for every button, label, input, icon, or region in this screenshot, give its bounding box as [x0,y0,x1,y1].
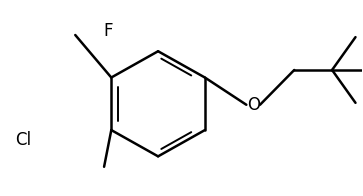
Text: Cl: Cl [15,131,31,149]
Text: F: F [103,22,113,40]
Text: O: O [247,96,260,114]
